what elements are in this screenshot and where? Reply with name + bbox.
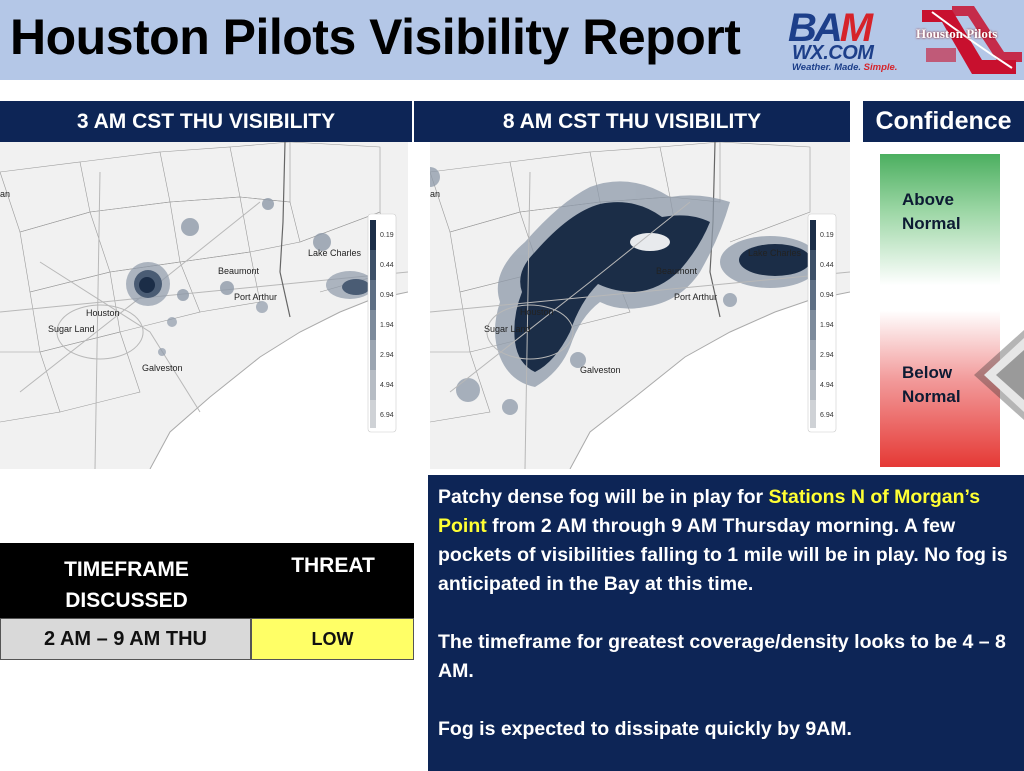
visibility-scale-legend-8am: 0.19 0.44 0.94 1.94 2.94 4.94 6.94: [807, 213, 837, 433]
bam-logo-right: M: [839, 6, 873, 50]
bam-logo-tagline: Weather. Made. Simple.: [792, 62, 898, 73]
visibility-map-8am: an Lake Charles Beaumont Port Arthur Hou…: [430, 142, 850, 469]
svg-text:2.94: 2.94: [380, 352, 394, 359]
houston-pilots-text: Houston Pilots: [916, 26, 998, 41]
svg-text:Lake Charles: Lake Charles: [748, 248, 802, 258]
svg-text:Houston: Houston: [86, 308, 120, 318]
threat-table-header: TIMEFRAME DISCUSSED THREAT: [0, 543, 414, 618]
threat-level-cell: LOW: [251, 618, 414, 660]
threat-header: THREAT: [291, 554, 375, 577]
left-map-title: 3 AM CST THU VISIBILITY: [0, 101, 412, 142]
description-paragraph-2: The timeframe for greatest coverage/dens…: [438, 631, 1006, 682]
threat-table: TIMEFRAME DISCUSSED THREAT 2 AM – 9 AM T…: [0, 543, 414, 660]
svg-text:6.94: 6.94: [820, 412, 834, 419]
svg-text:0.44: 0.44: [820, 262, 834, 269]
svg-text:4.94: 4.94: [380, 382, 394, 389]
confidence-below-normal-label: Below Normal: [902, 363, 961, 406]
svg-text:1.94: 1.94: [380, 322, 394, 329]
houston-pilots-emblem-icon: [922, 6, 1022, 74]
svg-text:0.44: 0.44: [380, 262, 394, 269]
highlight-stations: Stations N of Morgan’s Point: [438, 486, 981, 537]
svg-text:0.94: 0.94: [380, 292, 394, 299]
confidence-title: Confidence: [863, 101, 1024, 142]
forecast-description: Patchy dense fog will be in play for Sta…: [428, 475, 1024, 771]
bam-logo-left: BA: [788, 6, 843, 50]
svg-text:Beaumont: Beaumont: [218, 266, 260, 276]
svg-text:0.94: 0.94: [820, 292, 834, 299]
svg-text:0.19: 0.19: [820, 232, 834, 239]
svg-text:Port Arthur: Port Arthur: [674, 292, 717, 302]
svg-text:an: an: [0, 189, 10, 199]
description-paragraph-1: Patchy dense fog will be in play for Sta…: [438, 486, 1008, 595]
confidence-gradient-bar: [880, 154, 1000, 467]
svg-text:2.94: 2.94: [820, 352, 834, 359]
svg-text:1.94: 1.94: [820, 322, 834, 329]
svg-text:Sugar Land: Sugar Land: [48, 324, 95, 334]
houston-pilots-logo: Houston Pilots: [912, 2, 1024, 78]
confidence-above-normal-label: Above Normal: [902, 190, 961, 233]
bam-logo-domain: WX.COM: [792, 42, 874, 64]
svg-text:Sugar Land: Sugar Land: [484, 324, 531, 334]
svg-text:Lake Charles: Lake Charles: [308, 248, 362, 258]
visibility-scale-legend-3am: 0.19 0.44 0.94 1.94 2.94 4.94 6.94: [367, 213, 397, 433]
description-paragraph-3: Fog is expected to dissipate quickly by …: [438, 718, 852, 740]
page-title: Houston Pilots Visibility Report: [10, 9, 741, 65]
svg-text:an: an: [430, 189, 440, 199]
header-bar: Houston Pilots Visibility Report BAM WX.…: [0, 0, 1024, 80]
svg-text:Port Arthur: Port Arthur: [234, 292, 277, 302]
svg-text:Galveston: Galveston: [580, 365, 621, 375]
timeframe-header: TIMEFRAME DISCUSSED: [64, 558, 189, 612]
confidence-pointer-arrow-icon: [974, 330, 1024, 420]
right-map-title: 8 AM CST THU VISIBILITY: [414, 101, 850, 142]
svg-text:Beaumont: Beaumont: [656, 266, 698, 276]
bam-weather-logo: BAM WX.COM Weather. Made. Simple.: [786, 6, 910, 74]
visibility-map-3am: an Lake Charles Beaumont Port Arthur Hou…: [0, 142, 408, 469]
svg-text:Houston: Houston: [520, 307, 554, 317]
timeframe-cell: 2 AM – 9 AM THU: [0, 618, 251, 660]
svg-text:4.94: 4.94: [820, 382, 834, 389]
svg-text:6.94: 6.94: [380, 412, 394, 419]
svg-text:Galveston: Galveston: [142, 363, 183, 373]
svg-text:0.19: 0.19: [380, 232, 394, 239]
